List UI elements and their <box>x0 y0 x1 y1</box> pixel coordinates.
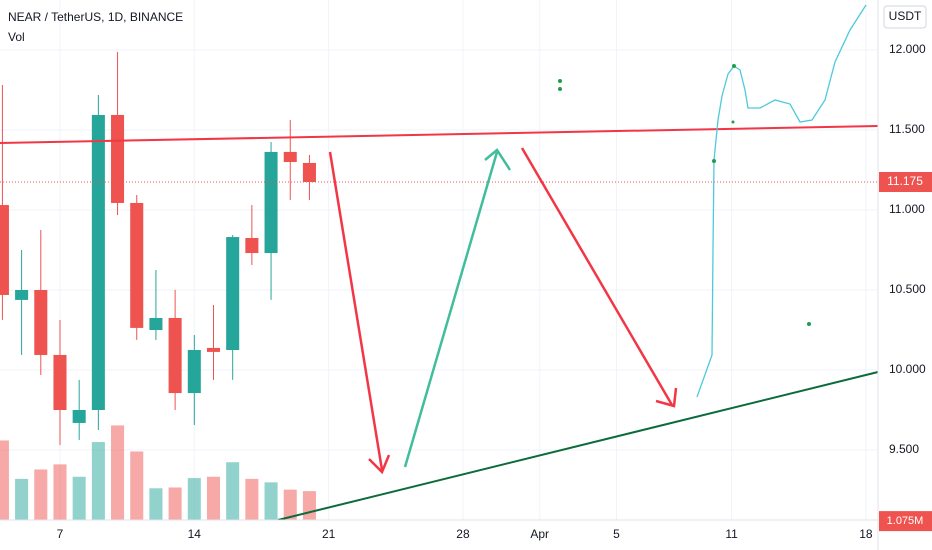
grid <box>0 0 878 520</box>
price-axis <box>878 0 932 550</box>
x-tick-label: 21 <box>322 527 336 541</box>
volume-bar <box>206 476 221 520</box>
y-tick-label: 11.500 <box>889 122 925 136</box>
volume-bar <box>283 489 297 520</box>
arrow-down-2 <box>520 147 678 408</box>
candle-body <box>206 347 221 352</box>
volume-bar <box>264 482 278 520</box>
volume-bar <box>149 488 163 520</box>
x-tick-label: 5 <box>613 527 620 541</box>
candle-body <box>34 290 48 355</box>
volume-bar <box>15 478 29 520</box>
candle-body <box>245 238 259 254</box>
support-line <box>277 371 879 521</box>
volume-bar <box>302 491 316 520</box>
volume-bar <box>245 478 259 520</box>
y-tick-label: 11.000 <box>889 202 925 216</box>
arrow-down <box>328 151 391 475</box>
axes: 9.500 10.000 10.500 11.000 11.500 12.000 7 14 21… <box>57 42 932 541</box>
candle-body <box>111 114 125 203</box>
candle-body <box>15 290 29 300</box>
candle-body <box>149 318 163 330</box>
volume-bar <box>130 451 144 520</box>
x-tick-label: 18 <box>859 527 873 541</box>
arrow-up <box>403 148 512 468</box>
x-tick-label: 28 <box>456 527 470 541</box>
resistance-line <box>0 125 879 144</box>
candle-layer <box>0 51 878 446</box>
last-price-box <box>879 172 932 192</box>
volume-bar <box>72 476 86 520</box>
candle-body <box>53 354 67 410</box>
candle-body <box>130 202 144 328</box>
volume-label: 1.075M <box>887 515 924 527</box>
volume-bar <box>226 462 240 520</box>
candle-body <box>302 162 316 182</box>
y-tick-label: 9.500 <box>889 442 919 456</box>
y-tick-label: 10.000 <box>889 362 926 376</box>
candle-body <box>283 151 297 162</box>
volume-bar <box>53 464 67 520</box>
y-tick-label: 10.500 <box>889 282 926 296</box>
volume-bar <box>187 478 201 520</box>
indicator-label: Vol <box>8 30 25 44</box>
candle-body <box>168 318 182 394</box>
volume-bar <box>168 487 182 520</box>
volume-bar <box>34 469 48 520</box>
candle-body <box>264 151 278 254</box>
x-tick-label: 7 <box>57 527 64 541</box>
x-tick-label: 11 <box>725 527 738 541</box>
volume-label-box <box>879 511 932 532</box>
candle-body <box>72 410 86 423</box>
volume-bar <box>111 425 125 520</box>
volume-layer <box>0 425 316 520</box>
volume-bar <box>0 440 9 520</box>
candle-body <box>91 114 105 411</box>
projection-path <box>696 4 867 398</box>
drawings <box>0 4 879 521</box>
candle-body <box>0 205 9 295</box>
currency-box[interactable] <box>883 5 927 29</box>
x-tick-label: 14 <box>188 527 202 541</box>
currency: USDT <box>889 9 922 23</box>
volume-bar <box>91 442 105 520</box>
marker-dots <box>558 64 811 326</box>
candle-body <box>226 237 240 350</box>
time-axis <box>0 520 878 550</box>
y-tick-label: 12.000 <box>889 42 926 56</box>
chart-title: NEAR / TetherUS, 1D, BINANCE <box>8 10 183 24</box>
last-price-label: 11.175 <box>887 174 923 188</box>
candle-body <box>187 350 201 394</box>
x-tick-label: Apr <box>530 527 549 541</box>
